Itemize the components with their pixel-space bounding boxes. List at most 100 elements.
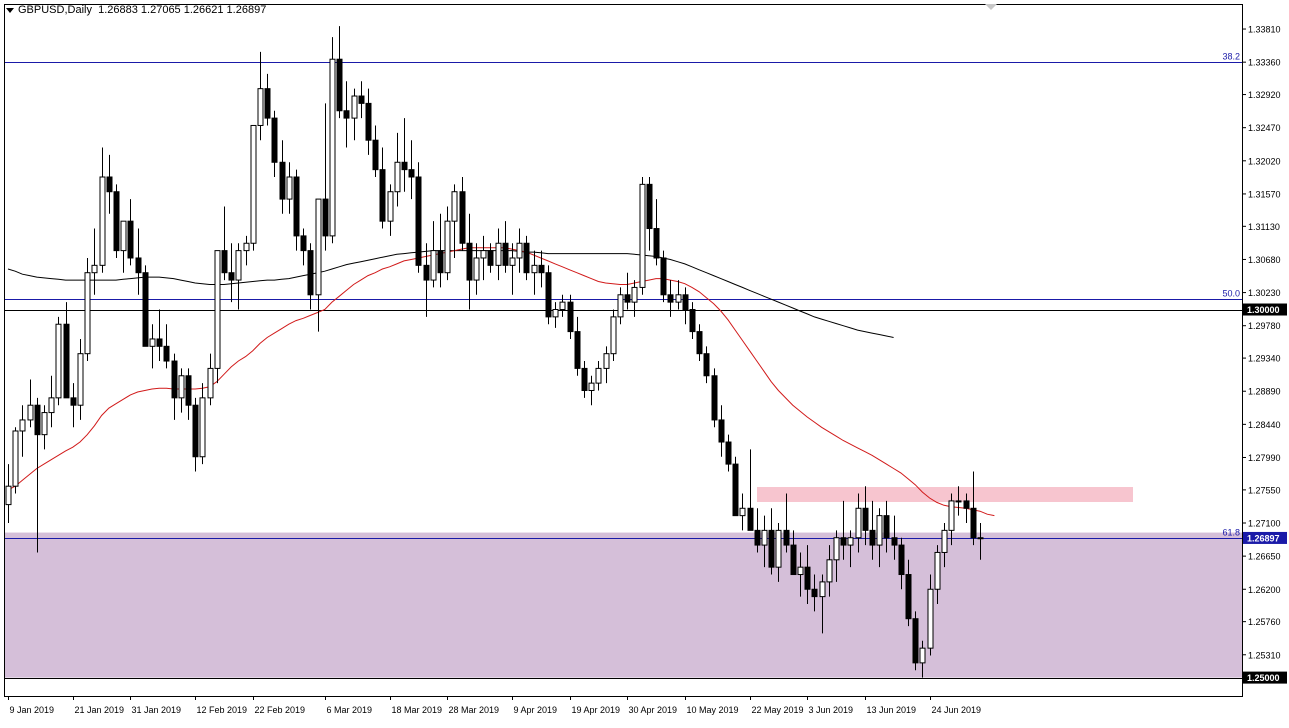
candle[interactable] [639,183,646,288]
candle[interactable] [516,242,523,259]
candle[interactable] [99,176,106,266]
candle[interactable] [682,294,689,311]
candle[interactable] [711,375,718,421]
candle[interactable] [250,124,257,244]
candle[interactable] [783,529,790,546]
candle[interactable] [221,250,228,274]
candle[interactable] [703,353,710,377]
candle[interactable] [603,353,610,369]
candle[interactable] [279,161,286,200]
candle[interactable] [336,58,343,112]
candle[interactable] [559,301,566,311]
candle[interactable] [127,220,134,259]
candle[interactable] [444,220,451,274]
candle[interactable] [351,95,358,119]
candle[interactable] [487,250,494,266]
candle[interactable] [927,588,934,649]
candle[interactable] [459,191,466,244]
candle[interactable] [646,183,653,230]
candle[interactable] [135,257,142,274]
candle[interactable] [833,537,840,561]
candle[interactable] [948,500,955,531]
candle[interactable] [538,264,545,274]
candle[interactable] [509,257,516,266]
candle[interactable] [106,176,113,193]
candle[interactable] [970,507,977,539]
candle[interactable] [34,404,41,436]
candle[interactable] [27,404,34,421]
candle[interactable] [574,331,581,369]
candle[interactable] [869,529,876,546]
candle[interactable] [934,551,941,590]
candle[interactable] [768,529,775,568]
candle[interactable] [718,419,725,443]
candle[interactable] [523,242,530,274]
candle[interactable] [804,566,811,590]
candle[interactable] [588,382,595,391]
candle[interactable] [595,367,602,384]
chart-shift-marker-icon[interactable] [985,4,997,10]
candle[interactable] [581,367,588,391]
candle[interactable] [955,500,962,503]
candle[interactable] [12,430,19,487]
candle[interactable] [120,220,127,252]
candle[interactable] [862,507,869,531]
candle[interactable] [912,618,919,664]
candle[interactable] [315,198,322,296]
candle[interactable] [725,441,732,465]
candle[interactable] [545,272,552,318]
candle[interactable] [178,375,185,399]
candle[interactable] [19,419,26,432]
candle[interactable] [300,235,307,252]
candle[interactable] [142,272,149,347]
candle[interactable] [696,331,703,355]
candle[interactable] [235,250,242,281]
candle[interactable] [401,161,408,171]
candle[interactable] [243,242,250,252]
candle[interactable] [739,507,746,517]
candle[interactable] [898,544,905,576]
candle[interactable] [55,323,62,399]
candle[interactable] [113,191,120,252]
candle[interactable] [466,242,473,281]
candle[interactable] [761,529,768,546]
candle[interactable] [855,507,862,539]
candle[interactable] [264,88,271,119]
candle[interactable] [617,294,624,318]
candle[interactable] [631,286,638,303]
candle[interactable] [610,316,617,355]
candle[interactable] [48,397,55,414]
candle[interactable] [423,264,430,281]
candle[interactable] [408,169,415,178]
candle[interactable] [343,110,350,119]
candle[interactable] [826,559,833,583]
candle[interactable] [495,242,502,266]
candle[interactable] [387,191,394,222]
candle[interactable] [322,198,329,237]
candle[interactable] [257,88,264,126]
candle[interactable] [214,250,221,369]
candle[interactable] [5,485,12,506]
candle[interactable] [775,529,782,568]
candle[interactable] [70,397,77,406]
candle[interactable] [819,581,826,598]
candle[interactable] [451,191,458,222]
candle[interactable] [754,529,761,546]
candle[interactable] [293,176,300,237]
candle[interactable] [552,309,559,318]
candle[interactable] [358,95,365,104]
candle[interactable] [847,537,854,546]
candle[interactable] [91,264,98,274]
candle[interactable] [963,500,970,509]
candle[interactable] [199,397,206,458]
candle[interactable] [797,566,804,576]
candle[interactable] [502,242,509,266]
candle[interactable] [156,338,163,347]
candle[interactable] [329,58,336,237]
candle[interactable] [919,647,926,664]
chart-menu-triangle-icon[interactable] [6,7,14,13]
candle[interactable] [286,176,293,200]
candle[interactable] [63,323,70,399]
